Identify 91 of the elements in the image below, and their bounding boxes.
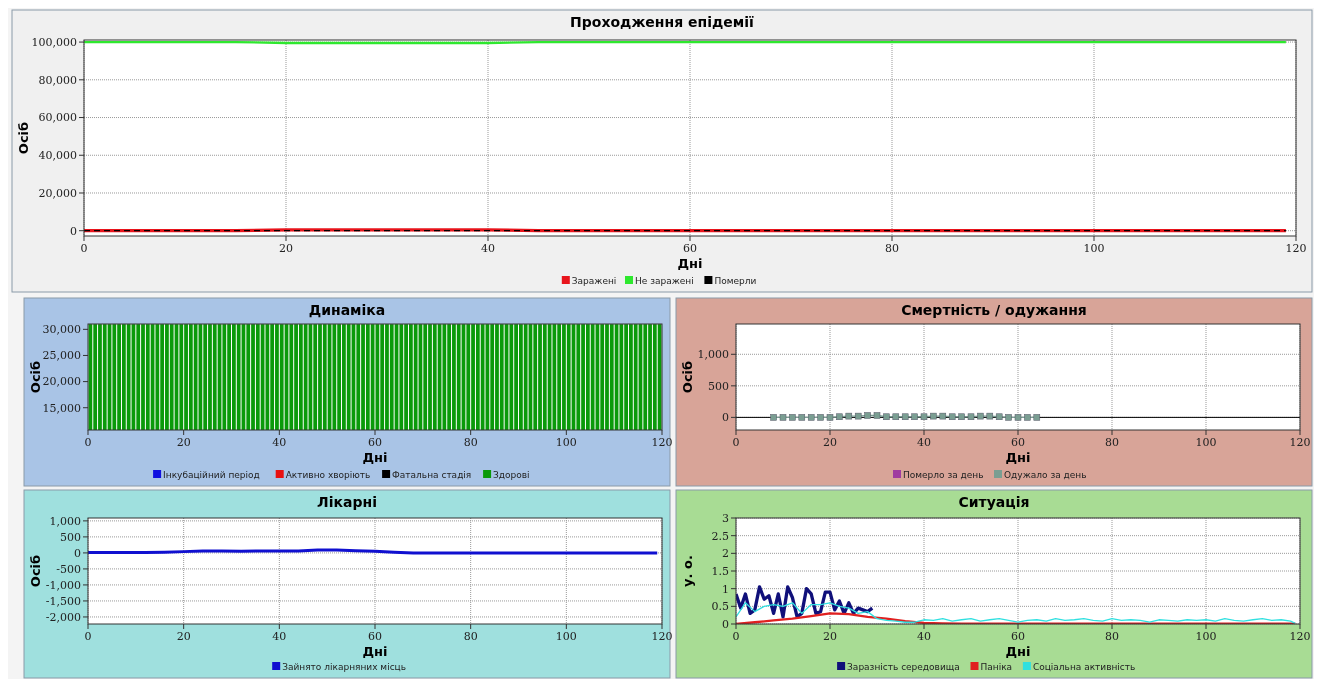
y-tick-label: 1.5 — [711, 564, 729, 578]
chart-title: Смертність / одужання — [901, 302, 1087, 318]
y-tick-label: 20,000 — [38, 186, 77, 200]
x-axis-title: Дні — [677, 256, 703, 271]
x-tick-label: 20 — [823, 436, 837, 449]
legend-label: Померли — [714, 276, 757, 286]
y-tick-label: 500 — [708, 379, 729, 393]
y-tick-label: 0 — [74, 546, 81, 560]
legend-label: Здорові — [493, 470, 530, 480]
legend-label: Зайнято лікарняних місць — [282, 662, 407, 672]
x-tick-label: 20 — [176, 436, 191, 449]
x-axis-title: Дні — [1005, 450, 1031, 465]
x-tick-label: 0 — [84, 630, 92, 643]
x-tick-label: 0 — [84, 436, 92, 449]
legend-label: Не заражені — [635, 276, 694, 286]
x-tick-label: 120 — [1289, 630, 1311, 643]
x-tick-label: 100 — [1195, 436, 1217, 449]
x-tick-label: 80 — [1105, 436, 1119, 449]
y-tick-label: 2.5 — [711, 529, 729, 543]
x-tick-label: 40 — [272, 630, 287, 643]
y-tick-label: 80,000 — [38, 73, 77, 87]
legend-label: Одужало за день — [1004, 470, 1087, 480]
chart-title: Динаміка — [308, 302, 386, 318]
x-axis-title: Дні — [362, 644, 388, 659]
x-tick-label: 20 — [279, 242, 293, 255]
x-tick-label: 40 — [917, 630, 931, 643]
legend-label: Соціальна активність — [1032, 662, 1136, 672]
y-tick-label: 100,000 — [31, 35, 77, 49]
chart-title: Лікарні — [317, 494, 377, 510]
y-tick-label: 0.5 — [711, 600, 729, 614]
x-tick-label: 80 — [463, 630, 478, 643]
x-tick-label: 60 — [1011, 436, 1025, 449]
legend-label: Фатальна стадія — [392, 470, 472, 480]
legend-label: Інкубаційний період — [163, 470, 260, 480]
y-axis-title: у. о. — [680, 555, 695, 587]
x-tick-label: 100 — [1083, 242, 1105, 255]
chart-title: Проходження епідемії — [570, 14, 755, 30]
x-tick-label: 0 — [732, 436, 740, 449]
x-tick-label: 80 — [1105, 630, 1119, 643]
y-tick-label: 25,000 — [42, 349, 81, 363]
y-tick-label: 1,000 — [697, 348, 729, 362]
line-series — [736, 602, 1296, 624]
x-tick-label: 60 — [368, 630, 382, 643]
y-tick-label: 30,000 — [42, 323, 81, 337]
legend-label: Паніка — [980, 662, 1013, 672]
y-tick-label: 1,000 — [49, 514, 81, 528]
x-tick-label: 40 — [272, 436, 287, 449]
x-tick-label: 0 — [732, 630, 740, 643]
legend-label: Активно хворіють — [285, 470, 371, 480]
y-tick-label: 20,000 — [42, 375, 81, 389]
x-tick-label: 60 — [1011, 630, 1025, 643]
legend-label: Померло за день — [903, 470, 984, 480]
y-tick-label: -1,000 — [45, 578, 81, 592]
y-tick-label: 15,000 — [42, 401, 81, 415]
line-series — [736, 585, 874, 619]
x-axis-title: Дні — [362, 450, 388, 465]
y-axis-title: Осіб — [680, 360, 695, 394]
y-tick-label: 0 — [70, 224, 77, 238]
x-tick-label: 60 — [368, 436, 382, 449]
y-tick-label: -500 — [56, 562, 81, 576]
x-tick-label: 40 — [481, 242, 495, 255]
x-tick-label: 120 — [1285, 242, 1307, 255]
y-axis-title: Осіб — [16, 121, 31, 155]
y-tick-label: -1,500 — [45, 594, 81, 608]
x-tick-label: 100 — [555, 436, 577, 449]
y-tick-label: 2 — [722, 547, 729, 561]
x-tick-label: 80 — [885, 242, 899, 255]
y-axis-title: Осіб — [28, 360, 43, 394]
x-tick-label: 120 — [1289, 436, 1311, 449]
y-tick-label: 60,000 — [38, 111, 77, 125]
x-tick-label: 120 — [651, 630, 673, 643]
legend-label: Заразність середовища — [847, 662, 960, 672]
y-tick-label: 500 — [60, 530, 81, 544]
y-tick-label: 40,000 — [38, 149, 77, 163]
y-tick-label: 1 — [722, 582, 729, 596]
y-axis-title: Осіб — [28, 554, 43, 588]
x-tick-label: 100 — [1195, 630, 1217, 643]
x-tick-label: 80 — [463, 436, 478, 449]
x-tick-label: 120 — [651, 436, 673, 449]
x-tick-label: 60 — [683, 242, 697, 255]
y-tick-label: -2,000 — [45, 610, 81, 624]
x-axis-title: Дні — [1005, 644, 1031, 659]
x-tick-label: 40 — [917, 436, 931, 449]
x-tick-label: 20 — [176, 630, 191, 643]
y-tick-label: 0 — [722, 411, 729, 425]
x-tick-label: 100 — [555, 630, 577, 643]
y-tick-label: 0 — [722, 617, 729, 631]
legend-label: Заражені — [571, 276, 617, 286]
x-tick-label: 20 — [823, 630, 837, 643]
chart-title: Ситуація — [958, 494, 1030, 510]
y-tick-label: 3 — [722, 511, 729, 525]
